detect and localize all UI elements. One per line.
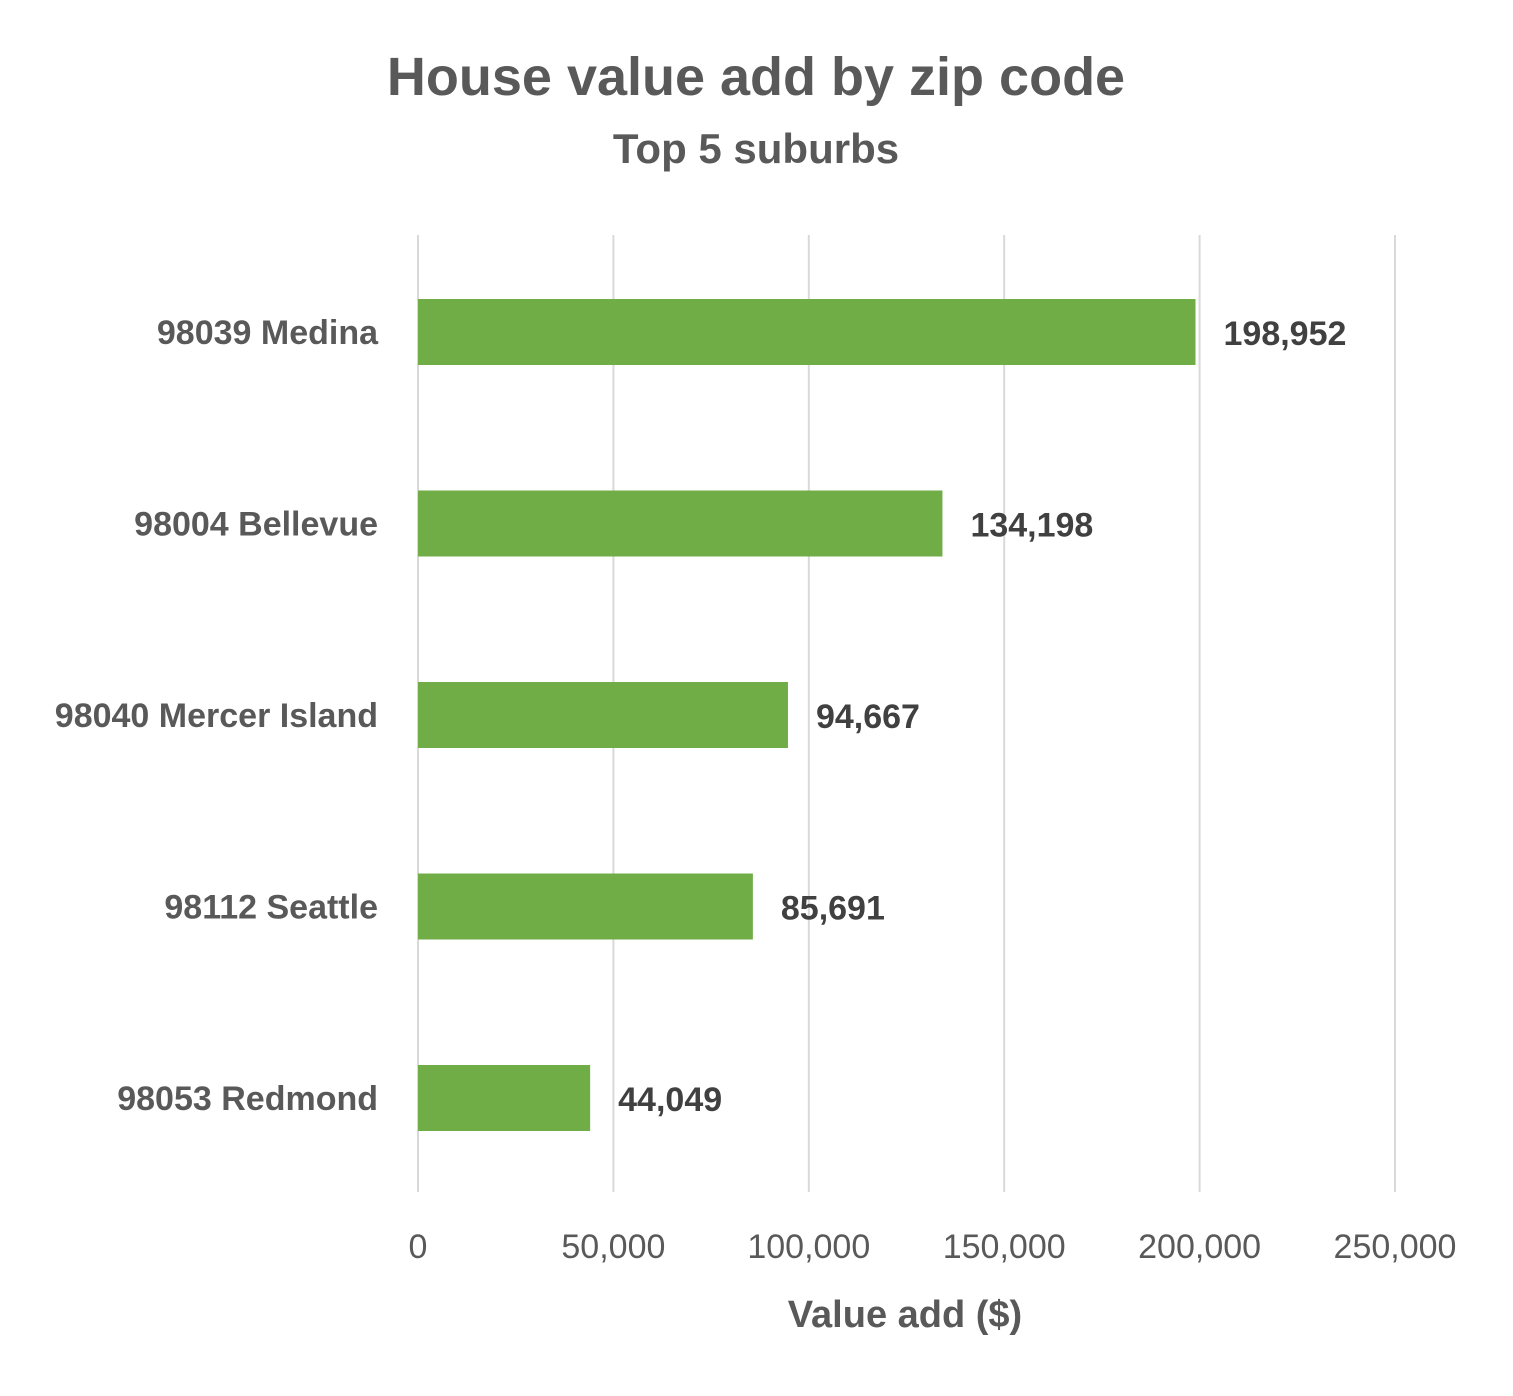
x-tick-label-5: 250,000 xyxy=(1334,1228,1457,1266)
x-tick-label-2: 100,000 xyxy=(747,1228,870,1266)
x-tick-label-3: 150,000 xyxy=(943,1228,1066,1266)
bar-3 xyxy=(418,873,753,940)
bar-2 xyxy=(418,682,788,748)
x-tick-label-1: 50,000 xyxy=(561,1228,665,1266)
category-label-2: 98040 Mercer Island xyxy=(55,697,378,735)
data-label-3: 85,691 xyxy=(781,890,885,928)
chart-title: House value add by zip code xyxy=(387,47,1125,107)
category-label-1: 98004 Bellevue xyxy=(134,506,378,544)
x-tick-label-4: 200,000 xyxy=(1138,1228,1261,1266)
data-label-4: 44,049 xyxy=(618,1081,722,1119)
bar-1 xyxy=(418,490,943,557)
category-label-3: 98112 Seattle xyxy=(164,889,378,927)
category-labels: 98039 Medina 98004 Bellevue 98040 Mercer I… xyxy=(55,314,379,1118)
data-label-1: 134,198 xyxy=(970,507,1093,545)
bar-0 xyxy=(418,299,1196,365)
bar-4 xyxy=(418,1065,591,1131)
x-axis-tick-labels: 0 50,000 100,000 150,000 200,000 250,000 xyxy=(409,1228,1457,1266)
category-label-0: 98039 Medina xyxy=(157,314,379,352)
data-label-2: 94,667 xyxy=(816,698,920,736)
x-axis-title: Value add ($) xyxy=(788,1294,1022,1336)
data-labels: 198,952 134,198 94,667 85,691 44,049 xyxy=(618,315,1346,1119)
gridlines xyxy=(417,235,1396,1192)
data-label-0: 198,952 xyxy=(1224,315,1347,353)
category-label-4: 98053 Redmond xyxy=(117,1080,378,1118)
bars xyxy=(418,299,1196,1131)
x-tick-label-0: 0 xyxy=(409,1228,428,1266)
chart-subtitle: Top 5 suburbs xyxy=(613,125,899,172)
